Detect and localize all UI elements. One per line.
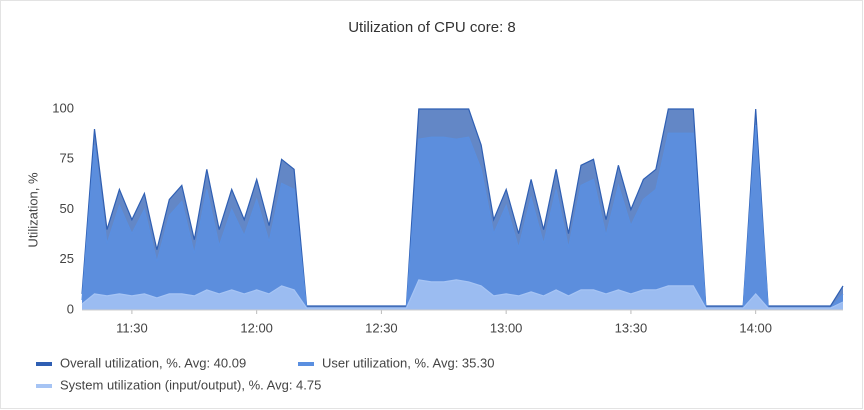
y-tick-label: 0 <box>67 301 74 316</box>
series-line <box>81 279 844 309</box>
legend-label: System utilization (input/output), %. Av… <box>60 377 321 392</box>
x-tick-label: 14:00 <box>739 320 772 335</box>
legend-swatch <box>36 362 52 366</box>
x-tick-label: 13:00 <box>490 320 523 335</box>
legend-label: Overall utilization, %. Avg: 40.09 <box>60 355 246 370</box>
y-tick-label: 50 <box>60 201 74 216</box>
y-tick-label: 25 <box>60 251 74 266</box>
y-tick-label: 75 <box>60 151 74 166</box>
series-line <box>81 108 844 307</box>
legend-swatch <box>36 384 52 388</box>
series-area <box>82 125 843 310</box>
legend-swatch <box>298 362 314 366</box>
x-tick-label: 11:30 <box>116 320 148 335</box>
series-area <box>82 279 843 310</box>
x-tick-label: 12:30 <box>365 320 398 335</box>
chart-title: Utilization of CPU core: 8 <box>348 19 516 36</box>
x-tick-label: 13:30 <box>615 320 648 335</box>
y-tick-label: 100 <box>52 100 74 115</box>
y-axis-label: Utilization, % <box>25 172 40 248</box>
legend-label: User utilization, %. Avg: 35.30 <box>322 355 494 370</box>
x-tick-label: 12:00 <box>240 320 273 335</box>
